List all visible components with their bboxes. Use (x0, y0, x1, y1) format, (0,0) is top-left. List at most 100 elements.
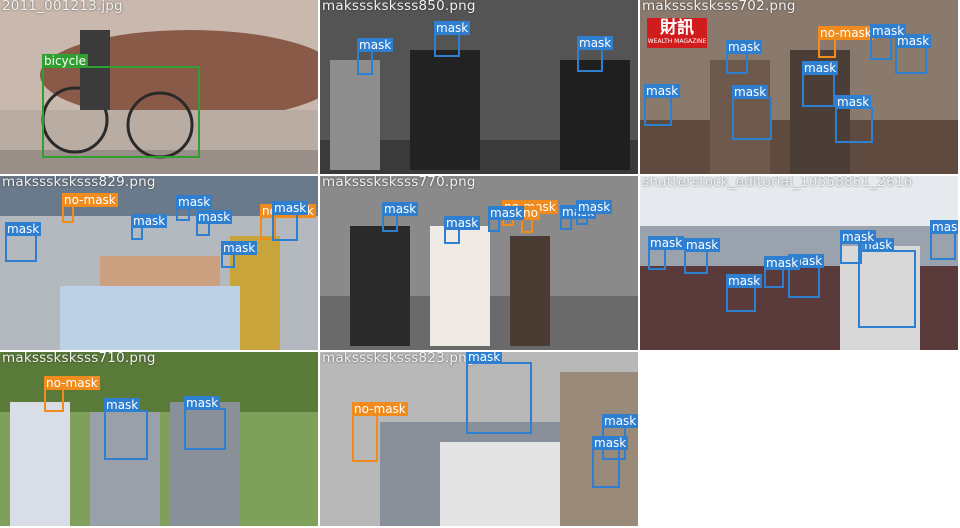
detection-box: no (521, 206, 540, 233)
filename-label: maksssksksss770.png (322, 176, 476, 190)
detection-label: mask (5, 222, 42, 236)
image-tile: maksssksksss829.png no-mask no-mask mask… (0, 176, 320, 352)
detection-label: no-mask (62, 193, 118, 207)
detection-label: mask (602, 414, 638, 428)
detection-label: no-mask (818, 26, 874, 40)
scene-image (320, 0, 638, 174)
detection-box: mask (184, 396, 226, 450)
detection-box: bicycle (42, 54, 200, 158)
detection-box: mask (560, 205, 597, 230)
detection-box: mask (726, 274, 763, 312)
detection-label: mask (272, 201, 309, 215)
detection-box: mask (434, 21, 471, 57)
detection-box: mask (648, 236, 685, 270)
logo-text: 財訊 (660, 18, 694, 38)
detection-box: mask (444, 216, 481, 244)
image-tile: maksssksksss770.png no-mask no mask mask… (320, 176, 640, 352)
detection-label: mask (382, 202, 419, 216)
detection-box: mask (644, 84, 681, 126)
detection-label: mask (592, 436, 629, 450)
detection-box: mask (577, 36, 614, 72)
detection-box: mask (930, 220, 958, 260)
detection-box: mask (196, 210, 233, 236)
detection-label: no (521, 206, 540, 220)
detection-box: mask (788, 254, 825, 298)
detection-label: mask (196, 210, 233, 224)
detection-label: mask (802, 61, 839, 75)
filename-label: maksssksksss702.png (642, 0, 796, 14)
image-tile: maksssksksss702.png 財訊 WEALTH MAGAZINE n… (640, 0, 960, 176)
detection-label: mask (684, 238, 721, 252)
detection-label: mask (357, 38, 394, 52)
detection-label: mask (184, 396, 221, 410)
filename-label: maksssksksss823.png (322, 352, 476, 366)
detection-box: mask (5, 222, 42, 262)
detection-box: mask (870, 24, 907, 60)
detection-label: mask (732, 85, 769, 99)
filename-label: shutterstock_editorial_10558851_2616 (642, 176, 913, 190)
detection-label: mask (870, 24, 907, 38)
image-tile: maksssksksss850.png mask mask mask (320, 0, 640, 176)
detection-box: no-mask (44, 376, 100, 412)
detection-box: mask (858, 238, 916, 328)
detection-label: mask (131, 214, 168, 228)
detection-label: bicycle (42, 54, 88, 68)
image-tile: maksssksksss823.png mask no-mask mask ma… (320, 352, 640, 528)
detection-label: no-mask (352, 402, 408, 416)
detection-label: mask (466, 352, 503, 364)
detection-label: mask (434, 21, 471, 35)
detection-box: mask (592, 436, 629, 488)
detection-label: mask (835, 95, 872, 109)
filename-label: maksssksksss829.png (2, 176, 156, 190)
detection-label: mask (576, 200, 613, 214)
image-tile: shutterstock_editorial_10558851_2616 mas… (640, 176, 960, 352)
detection-box: mask (576, 200, 613, 225)
detection-label: mask (176, 195, 213, 209)
detection-label: mask (577, 36, 614, 50)
detection-box: mask (764, 256, 801, 288)
image-tile: maksssksksss710.png no-mask mask mask (0, 352, 320, 528)
detection-box: mask (895, 34, 932, 74)
detection-box: mask (221, 241, 258, 268)
detection-box: mask (840, 230, 877, 264)
detection-label: mask (840, 230, 877, 244)
detection-box: mask (466, 352, 532, 434)
detection-label: mask (764, 256, 801, 270)
detection-box: mask (272, 201, 309, 241)
detection-box: mask (382, 202, 419, 232)
detection-box: mask (176, 195, 213, 221)
filename-label: 2011_001213.jpg (2, 0, 123, 14)
detection-box: mask (104, 398, 148, 460)
detection-label: mask (726, 40, 763, 54)
magazine-logo: 財訊 WEALTH MAGAZINE (647, 18, 707, 48)
detection-label: mask (488, 206, 525, 220)
scene-image (320, 352, 638, 526)
detection-box: mask (726, 40, 763, 74)
filename-label: maksssksksss850.png (322, 0, 476, 14)
filename-label: maksssksksss710.png (2, 352, 156, 366)
detection-label: mask (726, 274, 763, 288)
detection-label: no-mask (44, 376, 100, 390)
detection-label: mask (648, 236, 685, 250)
detection-box: mask (835, 95, 873, 143)
detection-label: mask (444, 216, 481, 230)
logo-subtext: WEALTH MAGAZINE (647, 38, 707, 45)
scene-image (0, 352, 318, 526)
detection-label: mask (221, 241, 258, 255)
detection-box: mask (131, 214, 168, 240)
detection-box: mask (732, 85, 772, 140)
detection-box: no-mask (62, 193, 118, 223)
detection-box: no-mask (352, 402, 408, 462)
detection-label: mask (930, 220, 958, 234)
detection-box: mask (488, 206, 525, 232)
scene-image (0, 0, 318, 174)
scene-image (640, 176, 958, 350)
image-tile: 2011_001213.jpg bicycle (0, 0, 320, 176)
detection-box: mask (684, 238, 721, 274)
scene-image (0, 176, 318, 350)
detection-box: no-mask (818, 26, 874, 58)
detection-box: mask (357, 38, 394, 75)
detection-label: mask (104, 398, 141, 412)
detection-box: mask (802, 61, 839, 107)
detection-label: mask (644, 84, 681, 98)
